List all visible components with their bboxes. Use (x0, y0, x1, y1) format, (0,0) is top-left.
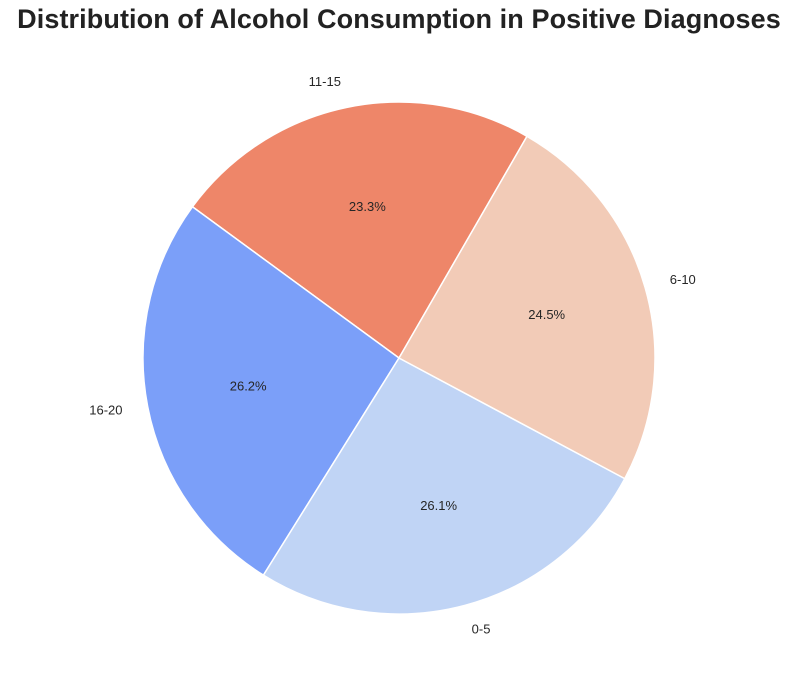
pie-labels: 11-15 23.3% 16-20 26.2% 0-5 26.1% 6-10 24.5% (89, 74, 696, 637)
slice-label-6-10: 6-10 (670, 272, 696, 287)
slice-percent-11-15: 23.3% (349, 199, 386, 214)
slice-percent-16-20: 26.2% (230, 379, 267, 394)
pie-slice-16-20 (142, 206, 400, 576)
slice-percent-6-10: 24.5% (528, 307, 565, 322)
slice-label-16-20: 16-20 (89, 403, 122, 418)
pie-slice-0-5 (262, 357, 626, 615)
slice-label-11-15: 11-15 (309, 74, 341, 89)
pie-slice-11-15 (191, 101, 528, 359)
chart-title: Distribution of Alcohol Consumption in P… (17, 4, 781, 34)
slice-percent-0-5: 26.1% (420, 498, 457, 513)
pie-slice-6-10 (398, 135, 656, 480)
pie-slices (142, 101, 656, 615)
slice-label-0-5: 0-5 (472, 621, 491, 636)
